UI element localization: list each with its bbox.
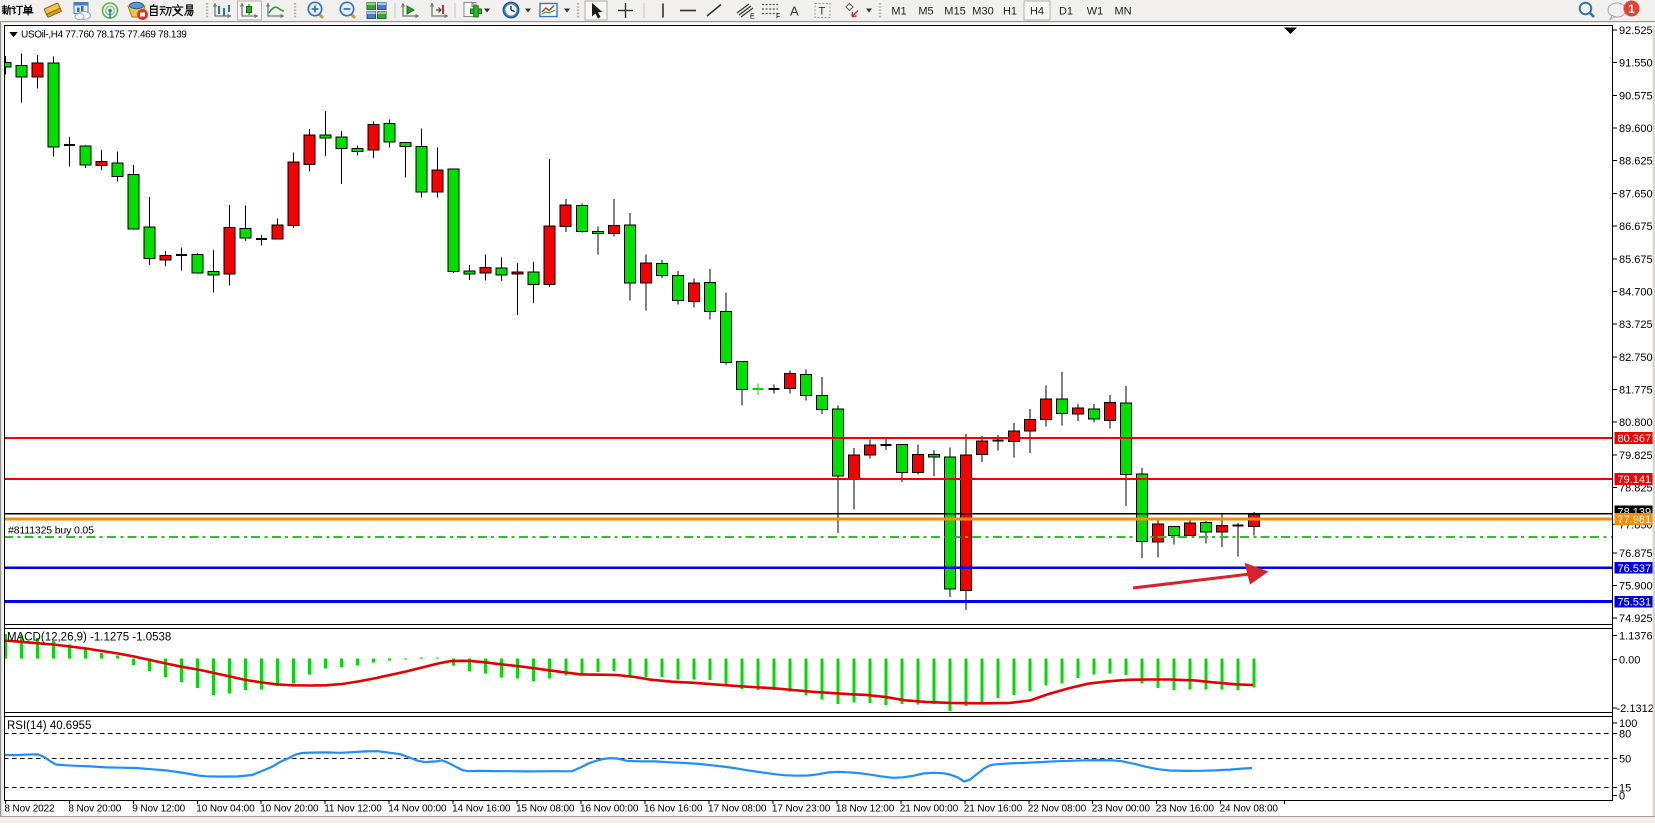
svg-text:0.00: 0.00 xyxy=(1619,654,1640,666)
svg-text:79.141: 79.141 xyxy=(1618,474,1652,486)
svg-text:88.625: 88.625 xyxy=(1619,156,1653,168)
svg-text:23 Nov 00:00: 23 Nov 00:00 xyxy=(1092,804,1151,815)
svg-text:16 Nov 16:00: 16 Nov 16:00 xyxy=(644,804,703,815)
svg-text:100: 100 xyxy=(1619,718,1637,730)
svg-text:10 Nov 20:00: 10 Nov 20:00 xyxy=(260,804,319,815)
svg-text:E: E xyxy=(750,14,755,21)
svg-text:78.825: 78.825 xyxy=(1619,483,1653,495)
svg-text:T: T xyxy=(819,6,826,18)
svg-text:17 Nov 23:00: 17 Nov 23:00 xyxy=(772,804,831,815)
svg-text:89.600: 89.600 xyxy=(1619,123,1653,135)
svg-text:H4: H4 xyxy=(1030,6,1044,18)
svg-text:77.981: 77.981 xyxy=(1618,514,1652,526)
svg-text:8 Nov 20:00: 8 Nov 20:00 xyxy=(68,804,121,815)
svg-text:21 Nov 00:00: 21 Nov 00:00 xyxy=(900,804,959,815)
svg-text:83.725: 83.725 xyxy=(1619,319,1653,331)
svg-text:84.700: 84.700 xyxy=(1619,286,1653,298)
svg-text:M15: M15 xyxy=(944,6,965,18)
svg-text:21 Nov 16:00: 21 Nov 16:00 xyxy=(964,804,1023,815)
svg-text:17 Nov 08:00: 17 Nov 08:00 xyxy=(708,804,767,815)
svg-text:18 Nov 12:00: 18 Nov 12:00 xyxy=(836,804,895,815)
svg-text:9 Nov 12:00: 9 Nov 12:00 xyxy=(132,804,185,815)
svg-text:80.800: 80.800 xyxy=(1619,417,1653,429)
svg-text:75.531: 75.531 xyxy=(1618,597,1652,609)
svg-text:91.550: 91.550 xyxy=(1619,58,1653,70)
svg-text:M1: M1 xyxy=(891,6,906,18)
svg-text:-2.1312: -2.1312 xyxy=(1617,703,1654,715)
svg-text:1.1376: 1.1376 xyxy=(1619,631,1653,643)
svg-text:82.750: 82.750 xyxy=(1619,352,1653,364)
svg-text:15 Nov 08:00: 15 Nov 08:00 xyxy=(516,804,575,815)
svg-text:15: 15 xyxy=(1619,783,1631,795)
svg-text:14 Nov 00:00: 14 Nov 00:00 xyxy=(388,804,447,815)
svg-text:50: 50 xyxy=(1619,754,1631,766)
svg-text:10 Nov 04:00: 10 Nov 04:00 xyxy=(196,804,255,815)
svg-text:RSI(14) 40.6955: RSI(14) 40.6955 xyxy=(7,720,91,732)
svg-text:92.525: 92.525 xyxy=(1619,25,1653,37)
svg-text:74.925: 74.925 xyxy=(1619,613,1653,625)
svg-text:80: 80 xyxy=(1619,729,1631,741)
svg-text:USOil-,H4 77.760 78.175 77.46: USOil-,H4 77.760 78.175 77.469 78.139 xyxy=(21,30,187,41)
svg-text:MN: MN xyxy=(1114,6,1131,18)
svg-text:#8111325 buy 0.05: #8111325 buy 0.05 xyxy=(8,525,94,537)
svg-text:W1: W1 xyxy=(1087,6,1104,18)
svg-text:H1: H1 xyxy=(1003,6,1017,18)
svg-text:81.775: 81.775 xyxy=(1619,385,1653,397)
svg-text:F: F xyxy=(776,14,780,21)
svg-text:76.875: 76.875 xyxy=(1619,548,1653,560)
svg-text:76.537: 76.537 xyxy=(1618,563,1652,575)
svg-text:90.575: 90.575 xyxy=(1619,90,1653,102)
svg-text:24 Nov 08:00: 24 Nov 08:00 xyxy=(1220,804,1279,815)
svg-text:79.825: 79.825 xyxy=(1619,450,1653,462)
svg-text:M30: M30 xyxy=(972,6,993,18)
svg-text:16 Nov 00:00: 16 Nov 00:00 xyxy=(580,804,639,815)
svg-text:0: 0 xyxy=(1619,791,1625,803)
svg-text:M5: M5 xyxy=(918,6,933,18)
svg-text:8 Nov 2022: 8 Nov 2022 xyxy=(4,804,55,815)
svg-text:D1: D1 xyxy=(1059,6,1073,18)
svg-text:MACD(12,26,9) -1.1275 -1.0538: MACD(12,26,9) -1.1275 -1.0538 xyxy=(7,632,171,644)
svg-text:86.675: 86.675 xyxy=(1619,221,1653,233)
svg-text:80.367: 80.367 xyxy=(1618,433,1652,445)
svg-text:87.650: 87.650 xyxy=(1619,188,1653,200)
svg-text:1: 1 xyxy=(1628,2,1635,16)
svg-text:A: A xyxy=(790,4,799,19)
svg-text:85.675: 85.675 xyxy=(1619,254,1653,266)
svg-text:22 Nov 08:00: 22 Nov 08:00 xyxy=(1028,804,1087,815)
svg-text:11 Nov 12:00: 11 Nov 12:00 xyxy=(324,804,382,815)
svg-text:23 Nov 16:00: 23 Nov 16:00 xyxy=(1156,804,1215,815)
svg-text:14 Nov 16:00: 14 Nov 16:00 xyxy=(452,804,511,815)
svg-text:75.900: 75.900 xyxy=(1619,581,1653,593)
